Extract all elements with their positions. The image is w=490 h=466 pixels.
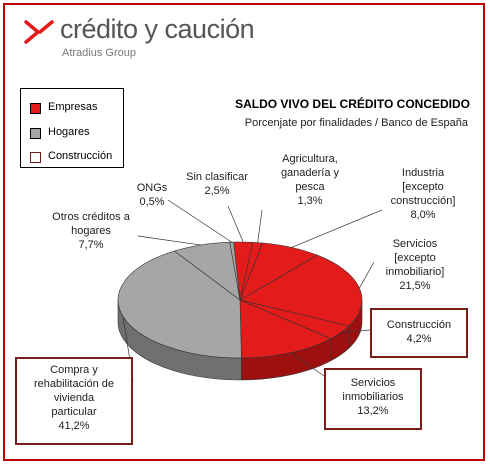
leader-line-ongs [167, 199, 232, 243]
legend-swatch [30, 103, 41, 114]
legend-label: Construcción [48, 150, 113, 162]
leader-line-construccion [340, 329, 371, 334]
leader-line-servicios-excepto-inmobiliario [359, 261, 375, 289]
brand-logo: crédito y caución Atradius Group [24, 14, 284, 64]
data-label-industria: Industria [excepto construcción] 8,0% [390, 167, 456, 221]
legend-label: Hogares [48, 126, 90, 138]
leader-line-otros-creditos-a-hogares [137, 235, 202, 246]
data-label-servicios: Servicios [excepto inmobiliario] 21,5% [385, 238, 445, 292]
leader-line-agricultura-ganaderia-y-pesca [257, 209, 263, 243]
leader-line-servicios-inmobiliarios [290, 352, 331, 381]
legend-swatch [30, 152, 41, 163]
chart-legend: Empresas Hogares Construcción [20, 88, 124, 168]
data-label-sin-clasificar: Sin clasificar 2,5% [186, 171, 248, 197]
legend-label: Empresas [48, 101, 98, 113]
data-label-construccion: Construcción 4,2% [370, 308, 468, 358]
legend-swatch [30, 128, 41, 139]
pie-slice-servicios-excepto-inmobiliario [239, 254, 363, 327]
pie-slice-servicios-inmobiliarios [239, 299, 332, 359]
brand-name: crédito y caución [60, 14, 255, 44]
leader-line-industria-excepto-construccion [291, 209, 383, 248]
data-label-agricultura: Agricultura, ganadería y pesca 1,3% [280, 153, 340, 207]
data-label-otros-hogares: Otros créditos a hogares 7,7% [52, 211, 130, 251]
data-label-servicios-inmobiliarios: Servicios inmobiliarios 13,2% [324, 368, 422, 430]
data-label-vivienda: Compra y rehabilitación de vivienda partic… [15, 357, 133, 445]
brand-subtitle: Atradius Group [62, 47, 136, 59]
arrow-mark-icon [24, 20, 54, 44]
leader-line-sin-clasificar [227, 205, 244, 243]
chart-title: SALDO VIVO DEL CRÉDITO CONCEDIDO [235, 97, 470, 111]
chart-subtitle: Porcenjate por finalidades / Banco de Es… [244, 117, 468, 129]
data-label-ongs: ONGs 0,5% [136, 182, 168, 208]
